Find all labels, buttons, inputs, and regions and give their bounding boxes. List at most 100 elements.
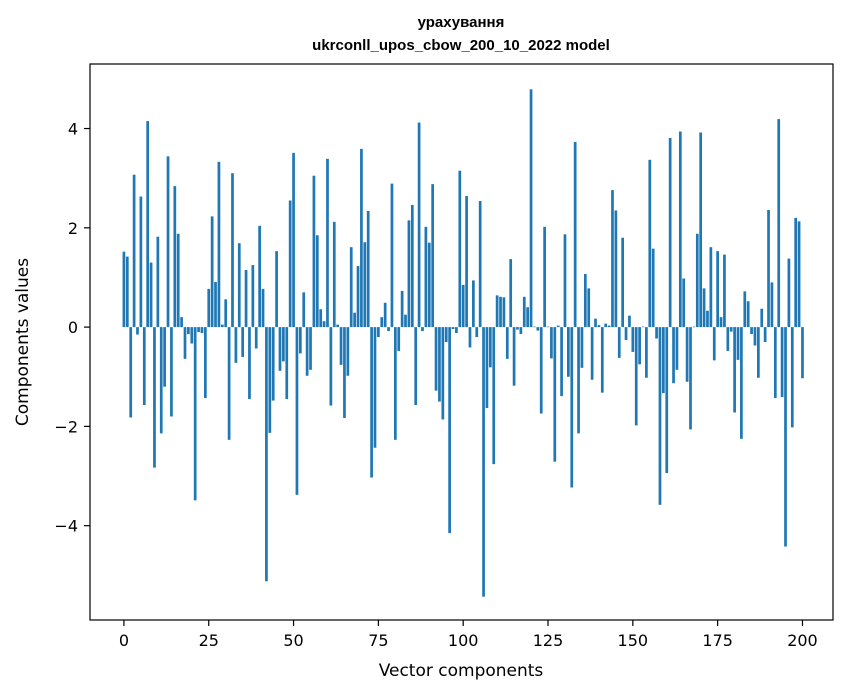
bar <box>400 290 404 328</box>
bar <box>760 308 764 328</box>
bar <box>380 317 384 328</box>
bar <box>631 327 635 352</box>
bar <box>594 318 597 328</box>
bar <box>743 291 747 328</box>
x-axis-label: Vector components <box>379 661 544 681</box>
x-tick-label: 125 <box>533 631 564 650</box>
bar <box>329 327 333 406</box>
bar <box>740 327 743 439</box>
bar <box>173 186 177 328</box>
bar <box>393 327 397 440</box>
bar <box>461 284 465 328</box>
x-tick-label: 175 <box>702 631 733 650</box>
bar <box>536 327 540 331</box>
bar <box>265 327 268 582</box>
bar <box>587 288 591 328</box>
bar <box>651 248 655 328</box>
bar <box>193 327 197 501</box>
bar <box>142 327 146 406</box>
bar <box>200 327 204 334</box>
bar <box>475 327 479 338</box>
bar <box>312 175 316 328</box>
bar <box>404 314 407 328</box>
bar <box>573 141 577 328</box>
bar <box>729 327 733 332</box>
x-tick-label: 0 <box>119 631 129 650</box>
bar <box>702 288 706 328</box>
bar <box>424 226 428 328</box>
bar <box>410 204 414 328</box>
bar <box>122 251 126 328</box>
bar <box>332 221 336 328</box>
y-tick-label: −2 <box>54 417 78 436</box>
chart-subtitle: ukrconll_upos_cbow_200_10_2022 model <box>312 37 610 54</box>
bar <box>227 327 231 440</box>
bar <box>292 152 295 328</box>
bar <box>482 327 485 597</box>
bar <box>363 242 367 328</box>
bar <box>315 235 319 328</box>
bar <box>753 327 757 346</box>
bar <box>797 221 801 328</box>
bar <box>512 327 516 386</box>
bar <box>166 156 170 328</box>
bar <box>302 292 306 328</box>
chart-title: урахування <box>418 14 505 31</box>
y-axis-ticks: −4 −2 0 2 4 <box>54 120 90 536</box>
bar <box>773 327 777 399</box>
bar <box>448 327 451 534</box>
bar <box>214 281 217 328</box>
bar <box>641 326 645 328</box>
bar <box>522 296 526 328</box>
bar <box>397 327 401 351</box>
x-tick-label: 75 <box>368 631 388 650</box>
bar <box>444 327 448 342</box>
bar <box>750 327 753 335</box>
bar <box>458 170 462 328</box>
bar <box>309 327 312 370</box>
bar <box>203 327 207 399</box>
bar <box>770 282 774 328</box>
bar <box>560 327 563 397</box>
bar <box>149 262 153 328</box>
bar <box>288 200 292 328</box>
bar <box>790 327 794 428</box>
bar <box>621 237 625 328</box>
bar <box>550 327 553 359</box>
bar <box>607 325 611 328</box>
bar <box>672 327 675 384</box>
bar <box>231 173 234 328</box>
bar <box>628 315 631 328</box>
y-axis-label: Components values <box>13 258 33 426</box>
bar <box>383 302 387 328</box>
bar <box>509 259 513 328</box>
bar <box>210 216 214 328</box>
bar <box>685 327 689 382</box>
bar <box>529 89 533 328</box>
bar <box>533 326 536 328</box>
bar <box>353 312 356 328</box>
bar <box>699 132 703 328</box>
bar <box>719 317 723 328</box>
bar <box>349 247 353 328</box>
bar <box>421 327 424 332</box>
bar <box>366 210 370 328</box>
bar <box>733 327 736 413</box>
bar <box>519 327 523 335</box>
bar <box>282 327 285 362</box>
bar <box>326 158 329 328</box>
bar <box>258 225 261 328</box>
bar <box>305 327 309 376</box>
bar <box>634 327 638 426</box>
bar <box>224 299 228 328</box>
bar <box>757 327 760 378</box>
bar <box>268 327 272 433</box>
bar <box>339 327 343 365</box>
bar <box>546 326 550 328</box>
bar <box>472 280 475 328</box>
bar <box>801 327 804 379</box>
bar <box>251 265 255 328</box>
bar <box>278 327 282 371</box>
bar <box>373 327 377 448</box>
